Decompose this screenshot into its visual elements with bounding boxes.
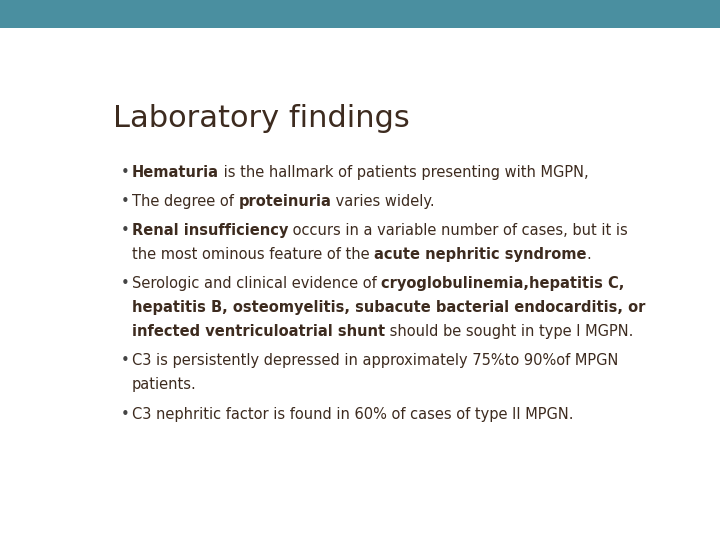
Text: cryoglobulinemia,hepatitis C,: cryoglobulinemia,hepatitis C, — [381, 276, 625, 291]
Text: •: • — [121, 407, 130, 422]
Text: •: • — [121, 194, 130, 208]
Text: •: • — [121, 223, 130, 238]
Text: Laboratory findings: Laboratory findings — [114, 104, 410, 133]
Text: Serologic and clinical evidence of: Serologic and clinical evidence of — [132, 276, 381, 291]
Text: acute nephritic syndrome: acute nephritic syndrome — [374, 247, 587, 262]
Text: The degree of: The degree of — [132, 194, 238, 208]
Text: .: . — [587, 247, 591, 262]
Text: infected ventriculoatrial shunt: infected ventriculoatrial shunt — [132, 324, 385, 339]
Text: C3 is persistently depressed in approximately 75%to 90%of MPGN: C3 is persistently depressed in approxim… — [132, 353, 618, 368]
Text: C3 nephritic factor is found in 60% of cases of type II MPGN.: C3 nephritic factor is found in 60% of c… — [132, 407, 573, 422]
Text: •: • — [121, 276, 130, 291]
Text: Hematuria: Hematuria — [132, 165, 219, 180]
Text: Renal insufficiency: Renal insufficiency — [132, 223, 288, 238]
Text: hepatitis B, osteomyelitis, subacute bacterial endocarditis, or: hepatitis B, osteomyelitis, subacute bac… — [132, 300, 645, 315]
Text: the most ominous feature of the: the most ominous feature of the — [132, 247, 374, 262]
Text: occurs in a variable number of cases, but it is: occurs in a variable number of cases, bu… — [288, 223, 628, 238]
Text: •: • — [121, 165, 130, 180]
Text: •: • — [121, 353, 130, 368]
Text: proteinuria: proteinuria — [238, 194, 331, 208]
Text: patients.: patients. — [132, 377, 197, 393]
Text: is the hallmark of patients presenting with MGPN,: is the hallmark of patients presenting w… — [219, 165, 588, 180]
Text: should be sought in type I MGPN.: should be sought in type I MGPN. — [385, 324, 634, 339]
Text: varies widely.: varies widely. — [331, 194, 435, 208]
